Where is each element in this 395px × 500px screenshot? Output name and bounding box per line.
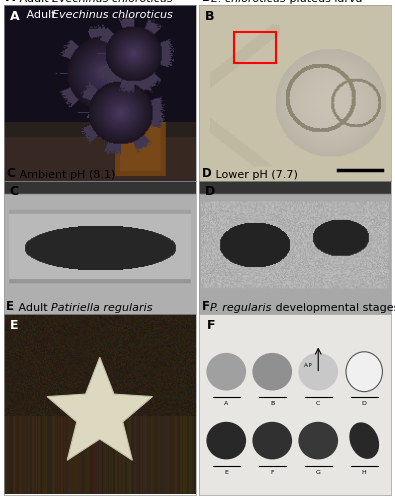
Text: D: D [201, 168, 211, 180]
Bar [234, 32, 276, 64]
Text: C: C [10, 186, 19, 198]
Text: C: C [316, 400, 320, 406]
Text: E: E [6, 300, 14, 312]
Text: Evechinus chloroticus: Evechinus chloroticus [52, 0, 173, 4]
Ellipse shape [350, 423, 378, 458]
Text: P. regularis: P. regularis [211, 302, 272, 312]
Text: F: F [271, 470, 274, 474]
Text: Evechinus chloroticus: Evechinus chloroticus [52, 10, 173, 20]
Text: A: A [6, 0, 15, 4]
Circle shape [299, 354, 337, 390]
Text: developmental stages: developmental stages [272, 302, 395, 312]
Text: Adult: Adult [23, 10, 59, 20]
Text: H: H [362, 470, 367, 474]
Text: Adult: Adult [16, 0, 52, 4]
Circle shape [207, 422, 245, 458]
Text: E. chloroticus: E. chloroticus [211, 0, 286, 4]
Text: B: B [270, 400, 275, 406]
Text: F: F [207, 319, 216, 332]
Text: C: C [6, 168, 15, 180]
Text: Patiriella regularis: Patiriella regularis [51, 302, 152, 312]
Text: Lower pH (7.7): Lower pH (7.7) [212, 170, 298, 180]
Circle shape [207, 354, 245, 390]
Text: Ambient pH (8.1): Ambient pH (8.1) [16, 170, 115, 180]
Text: A·P: A·P [304, 363, 313, 368]
Circle shape [253, 354, 292, 390]
Text: E: E [224, 470, 228, 474]
Text: F: F [201, 300, 209, 312]
Text: D: D [205, 186, 215, 198]
Text: G: G [316, 470, 321, 474]
Circle shape [299, 422, 337, 458]
Text: pluteus larva: pluteus larva [286, 0, 363, 4]
Text: B: B [205, 10, 214, 24]
Ellipse shape [346, 352, 382, 392]
Polygon shape [47, 357, 152, 461]
Text: Adult: Adult [15, 302, 51, 312]
Text: A: A [10, 10, 19, 24]
Text: B: B [201, 0, 211, 4]
Text: A: A [224, 400, 228, 406]
Text: E: E [10, 319, 18, 332]
Circle shape [253, 422, 292, 458]
Text: D: D [362, 400, 367, 406]
